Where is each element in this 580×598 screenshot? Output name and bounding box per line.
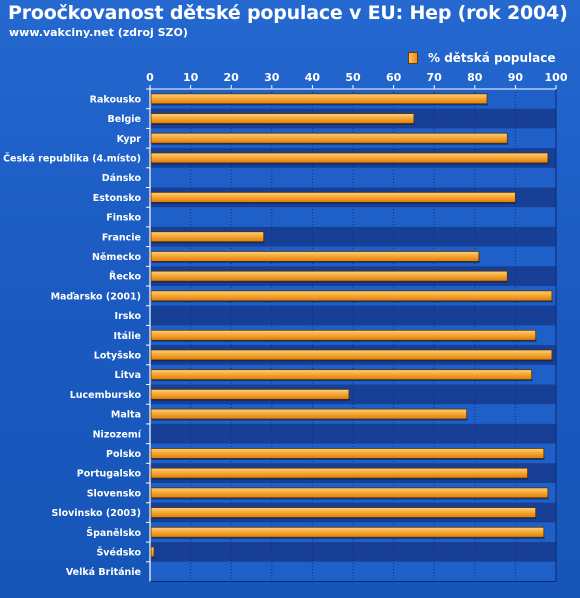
legend: % dětská populace [408,51,556,65]
legend-label: % dětská populace [428,51,556,65]
bar-shadow [152,300,553,303]
x-tick-label: 80 [467,71,483,84]
bar-shadow [152,123,415,126]
x-tick-label: 60 [386,71,402,84]
bar [150,467,528,479]
category-label: Švédsko [96,546,141,558]
category-label: Belgie [108,114,141,125]
bar [150,526,545,538]
category-label: Finsko [106,213,141,224]
x-tick-label: 30 [264,71,280,84]
category-label: Slovensko [87,488,142,499]
bar-shadow [152,241,265,244]
bar-shadow [152,281,509,283]
category-label: Slovinsko (2003) [51,508,141,519]
bar [150,270,508,282]
legend-swatch [408,52,418,64]
bar-shadow [152,517,537,520]
category-label: Dánsko [102,173,142,184]
row-band [150,167,556,188]
row-band [150,207,556,227]
chart-title: Proočkovanost dětské populace v EU: Hep … [8,2,568,24]
bar-shadow [152,497,549,500]
category-label: Velká Británie [66,567,141,578]
axis [146,85,557,582]
bar [150,487,549,499]
bar [150,152,549,164]
bar [150,93,488,105]
bar-shadow [152,537,545,539]
bar-shadow [152,419,468,421]
category-label: Estonsko [93,193,142,204]
bars [150,93,553,559]
bar-shadow [152,458,545,460]
x-tick-label: 70 [427,71,443,84]
category-label: Nizozemí [93,429,142,440]
category-label: Španělsko [86,527,141,539]
bar-shadow [152,261,480,263]
x-tick-label: 10 [183,71,199,84]
category-label: Česká republika (4.místo) [3,152,141,164]
category-label: Řecko [109,271,141,283]
x-tick-label: 40 [305,71,321,84]
bar [150,546,155,558]
bar-shadow [152,103,488,106]
bar-shadow [152,556,156,559]
category-label: Německo [92,252,141,263]
category-label: Lucembursko [70,390,142,401]
category-label: Litva [115,370,141,381]
category-label: Polsko [106,449,141,460]
bar-shadow [152,162,549,165]
category-label: Portugalsko [77,469,142,480]
bar [150,369,533,381]
x-tick-label: 0 [146,71,154,84]
chart-subtitle: www.vakciny.net (zdroj SZO) [9,26,188,39]
bar [150,408,468,420]
row-band [150,305,556,326]
x-tick-label: 90 [508,71,524,84]
x-tick-label: 100 [545,71,568,84]
bar [150,290,553,302]
bar [150,251,480,262]
category-label: Maďarsko (2001) [51,291,141,302]
bar [150,349,553,361]
category-label: Irsko [115,311,142,322]
bar-shadow [152,143,509,145]
x-tick-label: 20 [224,71,240,84]
bar-shadow [152,340,537,342]
bar [150,507,537,518]
category-labels: Rakousko Belgie Kypr Česká republika (4.mís… [3,94,142,578]
category-label: Francie [102,232,141,243]
bar [150,329,537,341]
bar [150,231,265,243]
row-band [150,561,556,582]
x-tick-labels: 0 10 20 30 40 50 60 70 80 90 100 [146,71,568,84]
bar-shadow [152,399,350,401]
x-tick-label: 50 [345,71,361,84]
row-band [150,423,556,444]
bar-shadow [152,379,533,382]
category-label: Rakousko [90,94,142,105]
category-label: Itálie [114,331,141,342]
bar [150,448,545,459]
category-label: Lotyšsko [94,350,142,361]
bar [150,113,415,124]
category-label: Kypr [117,134,142,145]
bar-shadow [152,202,517,204]
category-label: Malta [111,410,141,421]
bar-shadow [152,359,553,362]
bar [150,191,516,203]
bar [150,132,508,144]
bar-shadow [152,478,529,480]
bar [150,388,350,400]
